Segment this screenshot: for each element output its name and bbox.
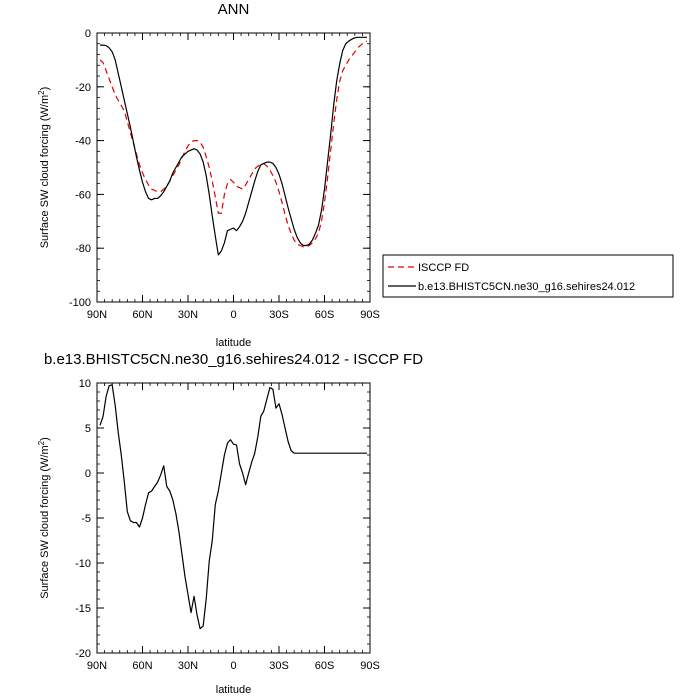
y-tick-label: -20: [75, 648, 91, 660]
y-tick-label: -15: [75, 603, 91, 615]
x-tick-label: 60S: [315, 309, 335, 321]
x-axis-label: latitude: [216, 337, 251, 349]
y-axis-label: Surface SW cloud forcing (W/m2): [37, 437, 51, 599]
y-tick-label: -20: [75, 82, 91, 94]
y-tick-label: 0: [85, 28, 91, 40]
x-tick-label: 90S: [360, 660, 380, 672]
y-tick-label: 0: [85, 468, 91, 480]
y-tick-label: -60: [75, 189, 91, 201]
chart-panel-2: b.e13.BHISTC5CN.ne30_g16.sehires24.012 -…: [37, 351, 423, 696]
x-tick-label: 60N: [132, 309, 152, 321]
x-tick-label: 90S: [360, 309, 380, 321]
y-tick-label: -80: [75, 243, 91, 255]
y-tick-label: -100: [69, 297, 91, 309]
plot-frame: [96, 382, 371, 654]
x-tick-label: 0: [230, 309, 236, 321]
chart-panel-1: ANN 90N 60N 30N 0 30S 60S 90S -100 -80 -60 -40 -20 0 l…: [37, 1, 674, 349]
y-tick-label: -5: [81, 513, 91, 525]
legend-label: b.e13.BHISTC5CN.ne30_g16.sehires24.012: [418, 281, 635, 293]
series-line-1: [99, 40, 368, 248]
legend-box: [382, 254, 674, 298]
y-tick-label: 5: [85, 423, 91, 435]
x-tick-label: 30N: [178, 309, 198, 321]
x-tick-label: 90N: [87, 660, 107, 672]
x-tick-label: 0: [230, 660, 236, 672]
x-tick-label: 90N: [87, 309, 107, 321]
x-tick-label: 60N: [132, 660, 152, 672]
legend-label: ISCCP FD: [418, 262, 469, 274]
y-tick-label: 10: [79, 378, 91, 390]
y-tick-label: -40: [75, 136, 91, 148]
x-tick-label: 30S: [269, 660, 289, 672]
x-tick-label: 30N: [178, 660, 198, 672]
series-line-2: [100, 36, 367, 256]
x-tick-label: 60S: [315, 660, 335, 672]
x-axis-label: latitude: [216, 684, 251, 696]
chart-title: ANN: [218, 1, 250, 18]
series-line-1: [99, 384, 367, 630]
x-tick-label: 30S: [269, 309, 289, 321]
y-tick-label: -10: [75, 558, 91, 570]
chart-title: b.e13.BHISTC5CN.ne30_g16.sehires24.012 -…: [44, 351, 423, 368]
y-axis-label: Surface SW cloud forcing (W/m2): [37, 87, 51, 249]
